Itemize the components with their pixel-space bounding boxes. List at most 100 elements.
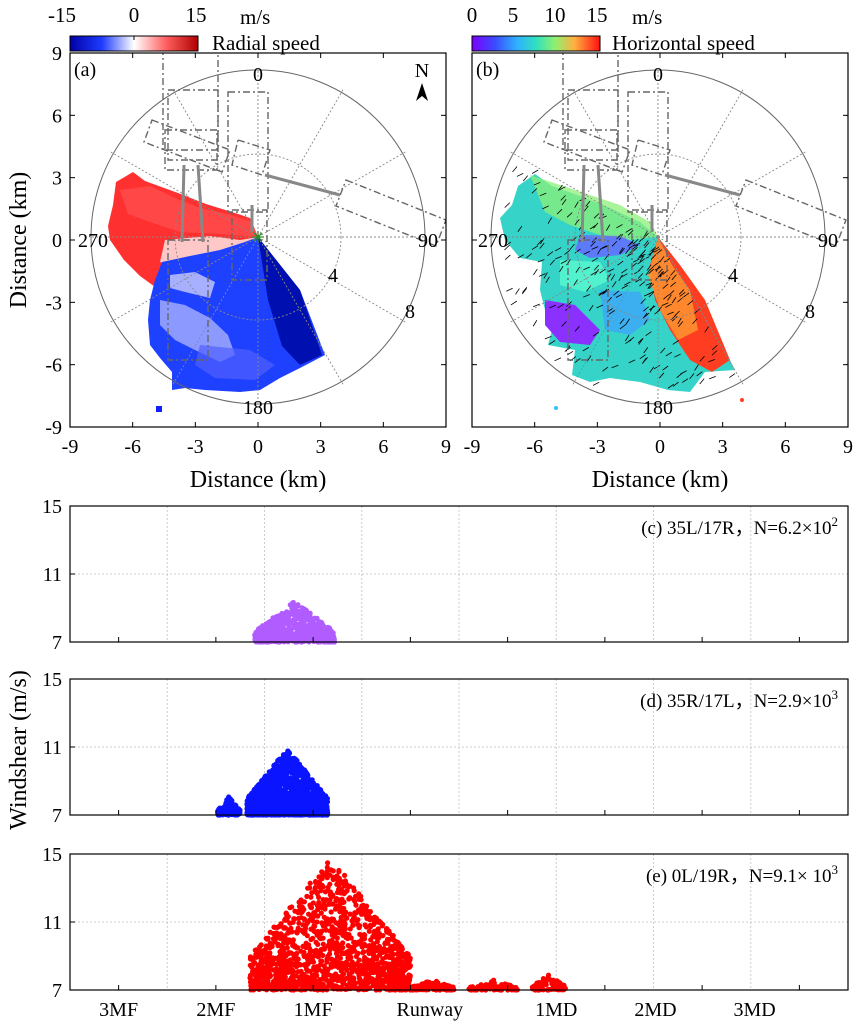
data-point	[359, 910, 365, 917]
data-point	[328, 961, 334, 967]
data-point	[326, 942, 332, 948]
data-point	[327, 928, 333, 934]
data-point	[299, 975, 305, 981]
wind-vector	[560, 195, 566, 201]
wind-vector	[547, 251, 554, 257]
data-point	[292, 603, 298, 609]
wind-vector	[678, 289, 685, 295]
data-point	[270, 930, 277, 937]
wind-vector	[694, 364, 699, 371]
data-point	[338, 921, 344, 927]
data-point	[333, 927, 339, 933]
data-point	[283, 630, 289, 637]
panel-d: 15 11 7 (d) 35R/17L，N=2.9×103	[42, 669, 849, 827]
x-tick-label: -9	[62, 436, 79, 458]
data-point	[351, 944, 357, 950]
data-point	[232, 802, 238, 808]
data-point	[361, 969, 367, 975]
wind-vector	[671, 274, 677, 281]
data-point	[341, 883, 347, 889]
ring-label: 8	[805, 301, 815, 323]
data-point	[535, 980, 541, 986]
data-point	[298, 968, 304, 975]
wind-vector	[539, 242, 545, 249]
wind-vector	[533, 268, 538, 276]
x-category-labels: 3MF 2MF 1MF Runway 1MD 2MD 3MD	[99, 999, 776, 1021]
wind-vector	[633, 242, 641, 247]
wind-vector	[615, 293, 623, 298]
data-point	[373, 915, 379, 921]
wind-vector	[583, 266, 591, 271]
wind-vector	[648, 291, 655, 298]
wind-vector	[665, 303, 672, 308]
wind-vector	[642, 357, 648, 363]
wind-vector	[709, 376, 716, 380]
x-ticks-a: -9 -6 -3 0 3 6 9	[62, 53, 451, 458]
y-tick-label: 6	[52, 105, 62, 127]
data-point	[348, 954, 354, 961]
data-point	[321, 976, 327, 982]
wind-vector	[554, 357, 562, 362]
data-point	[374, 935, 380, 941]
data-point	[266, 954, 272, 960]
panel-e: 15 11 7 (e) 0L/19R，N=9.1× 103	[42, 844, 849, 1002]
data-point	[491, 977, 497, 983]
y-tick-label: 11	[43, 737, 62, 759]
wind-vector	[708, 358, 716, 363]
data-point	[322, 889, 328, 895]
wind-vector	[583, 205, 589, 212]
x-category-label: 2MD	[634, 999, 676, 1021]
data-point	[345, 932, 351, 939]
data-point	[371, 977, 377, 983]
data-point	[328, 628, 334, 634]
data-point	[386, 948, 392, 954]
data-point	[298, 791, 304, 797]
data-point	[395, 945, 401, 951]
data-point	[381, 971, 387, 977]
data-point	[294, 790, 300, 796]
data-point	[311, 634, 317, 641]
wind-vector	[659, 256, 665, 263]
ring-label: 4	[728, 265, 738, 287]
data-point	[308, 621, 314, 627]
wind-vector	[627, 230, 634, 236]
wind-vector	[677, 297, 683, 303]
data-point	[277, 923, 283, 929]
wind-vector	[638, 236, 645, 243]
data-point	[285, 753, 291, 760]
x-tick-label: 3	[316, 436, 326, 458]
wind-vector	[618, 247, 624, 254]
data-point	[286, 626, 292, 633]
wind-vector	[655, 265, 661, 272]
data-point	[246, 800, 252, 806]
data-point	[296, 808, 302, 814]
colorbar-horizontal-tick: 10	[545, 3, 566, 27]
data-point	[262, 630, 268, 636]
wind-vector	[646, 264, 652, 271]
data-point	[368, 937, 374, 943]
wind-vector	[644, 292, 651, 297]
data-point	[316, 966, 322, 973]
data-point	[274, 935, 280, 941]
data-point	[337, 901, 343, 907]
data-point	[341, 905, 347, 911]
data-point	[312, 627, 318, 633]
data-point	[347, 883, 353, 889]
radial-velocity-field	[108, 172, 325, 412]
data-point	[255, 798, 261, 805]
wind-vector	[547, 217, 552, 224]
wind-vector	[555, 256, 562, 260]
data-point	[252, 636, 258, 642]
wind-vector	[504, 244, 510, 251]
wind-vector	[564, 249, 571, 255]
data-point	[305, 968, 311, 974]
range-ring-8km	[90, 69, 426, 405]
data-point	[289, 904, 295, 910]
wind-vector	[521, 288, 527, 295]
wind-vector	[608, 310, 615, 315]
data-point	[279, 955, 285, 961]
data-point	[313, 879, 319, 886]
data-point	[327, 872, 333, 878]
data-point	[284, 768, 290, 774]
x-axis-label-b: Distance (km)	[592, 467, 729, 493]
